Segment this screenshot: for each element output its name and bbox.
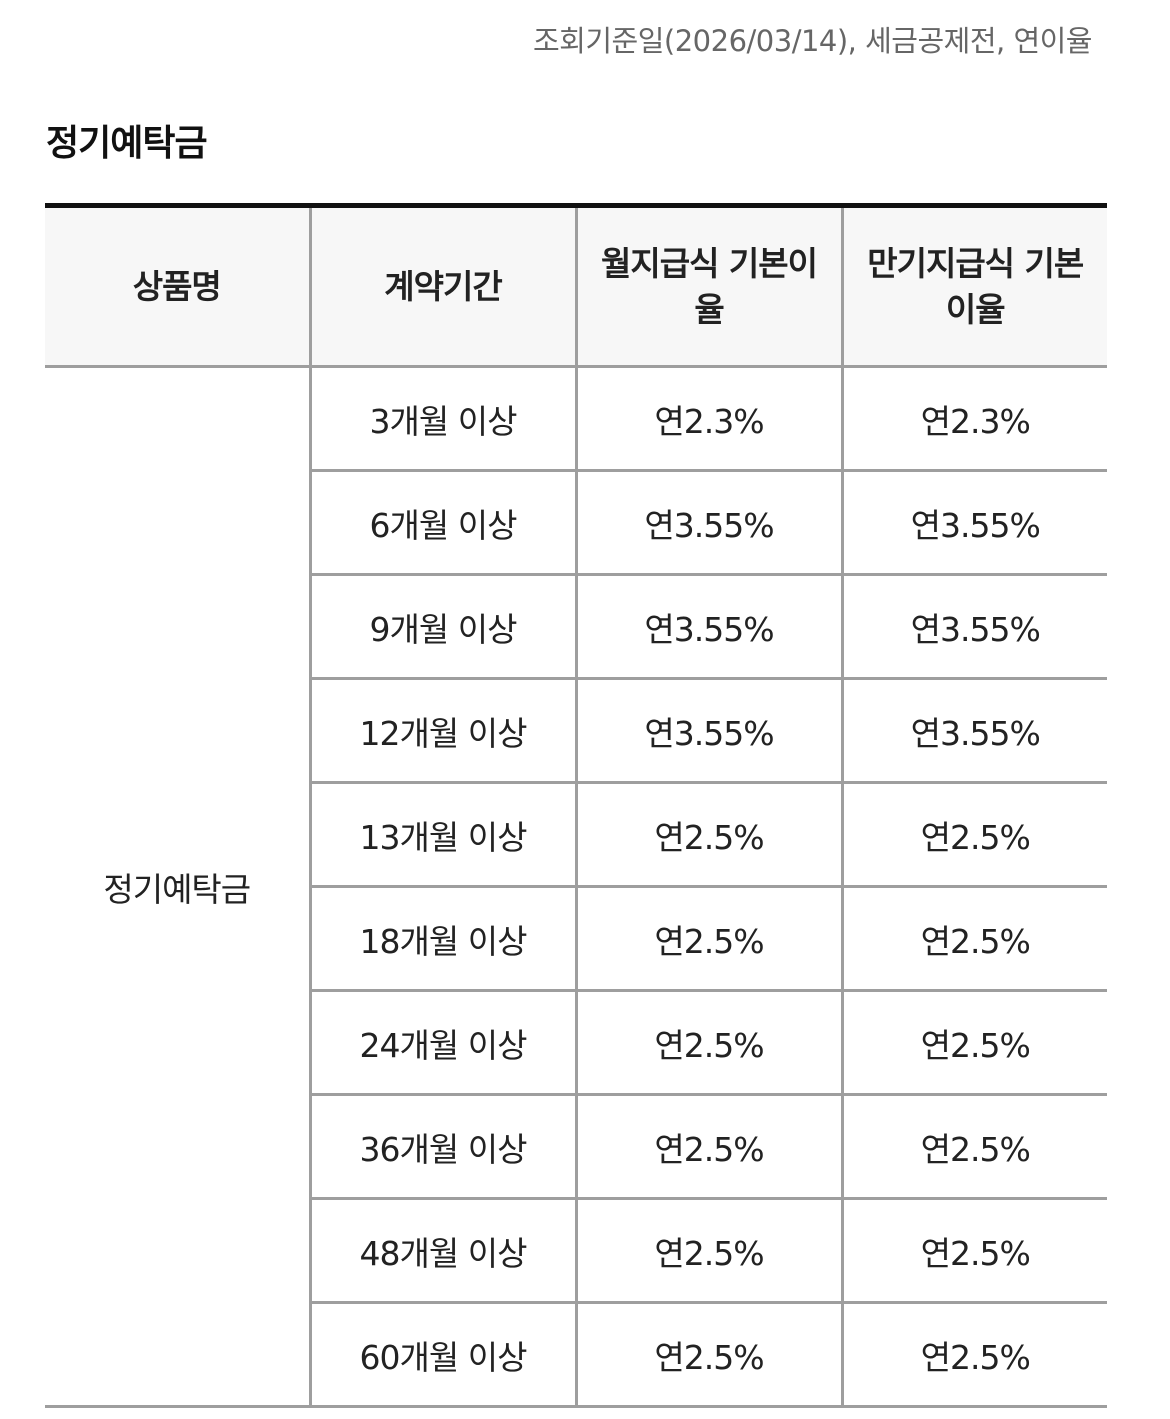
table-row: 60개월 이상 연2.5% 연2.5% [45,1302,1107,1408]
header-maturity-rate: 만기지급식 기본이율 [840,205,1107,368]
term-cell: 48개월 이상 [308,1198,576,1304]
interest-rate-table: 상품명 계약기간 월지급식 기본이율 만기지급식 기본이율 정기예탁금 3개월 … [45,203,1107,1408]
table-row: 18개월 이상 연2.5% 연2.5% [45,886,1107,992]
monthly-rate-cell: 연2.5% [574,886,842,992]
table-header: 상품명 계약기간 월지급식 기본이율 만기지급식 기본이율 [45,205,1107,368]
maturity-rate-cell: 연2.5% [840,990,1107,1096]
product-name-cell: 정기예탁금 [45,366,310,1408]
table-row: 36개월 이상 연2.5% 연2.5% [45,1094,1107,1200]
table-row: 정기예탁금 3개월 이상 연2.3% 연2.3% [45,366,1107,1408]
rate-basis-notice: 조회기준일(2026/03/14), 세금공제전, 연이율 [533,24,1093,58]
term-cell: 36개월 이상 [308,1094,576,1200]
monthly-rate-cell: 연3.55% [574,678,842,784]
maturity-rate-cell: 연3.55% [840,470,1107,576]
maturity-rate-cell: 연3.55% [840,678,1107,784]
monthly-rate-cell: 연2.5% [574,1094,842,1200]
table-row: 24개월 이상 연2.5% 연2.5% [45,990,1107,1096]
table-row: 6개월 이상 연3.55% 연3.55% [45,470,1107,576]
maturity-rate-cell: 연2.5% [840,1198,1107,1304]
header-monthly-rate: 월지급식 기본이율 [574,205,842,368]
table-row: 48개월 이상 연2.5% 연2.5% [45,1198,1107,1304]
table-row: 12개월 이상 연3.55% 연3.55% [45,678,1107,784]
monthly-rate-cell: 연2.5% [574,1302,842,1408]
maturity-rate-cell: 연3.55% [840,574,1107,680]
table-row: 13개월 이상 연2.5% 연2.5% [45,782,1107,888]
term-cell: 12개월 이상 [308,678,576,784]
monthly-rate-cell: 연2.5% [574,782,842,888]
maturity-rate-cell: 연2.3% [840,366,1107,472]
term-cell: 60개월 이상 [308,1302,576,1408]
table-body: 정기예탁금 3개월 이상 연2.3% 연2.3% 6개월 이상 연3.55% 연… [45,366,1107,1408]
maturity-rate-cell: 연2.5% [840,886,1107,992]
table-row: 9개월 이상 연3.55% 연3.55% [45,574,1107,680]
maturity-rate-cell: 연2.5% [840,1094,1107,1200]
maturity-rate-cell: 연2.5% [840,782,1107,888]
term-cell: 9개월 이상 [308,574,576,680]
monthly-rate-cell: 연2.5% [574,990,842,1096]
section-title: 정기예탁금 [46,123,208,164]
monthly-rate-cell: 연2.3% [574,366,842,472]
term-cell: 13개월 이상 [308,782,576,888]
header-product-name: 상품명 [45,205,310,368]
term-cell: 3개월 이상 [308,366,576,472]
maturity-rate-cell: 연2.5% [840,1302,1107,1408]
monthly-rate-cell: 연3.55% [574,470,842,576]
header-contract-term: 계약기간 [308,205,576,368]
monthly-rate-cell: 연2.5% [574,1198,842,1304]
monthly-rate-cell: 연3.55% [574,574,842,680]
term-cell: 24개월 이상 [308,990,576,1096]
header-row: 상품명 계약기간 월지급식 기본이율 만기지급식 기본이율 [45,205,1107,368]
term-cell: 18개월 이상 [308,886,576,992]
term-cell: 6개월 이상 [308,470,576,576]
